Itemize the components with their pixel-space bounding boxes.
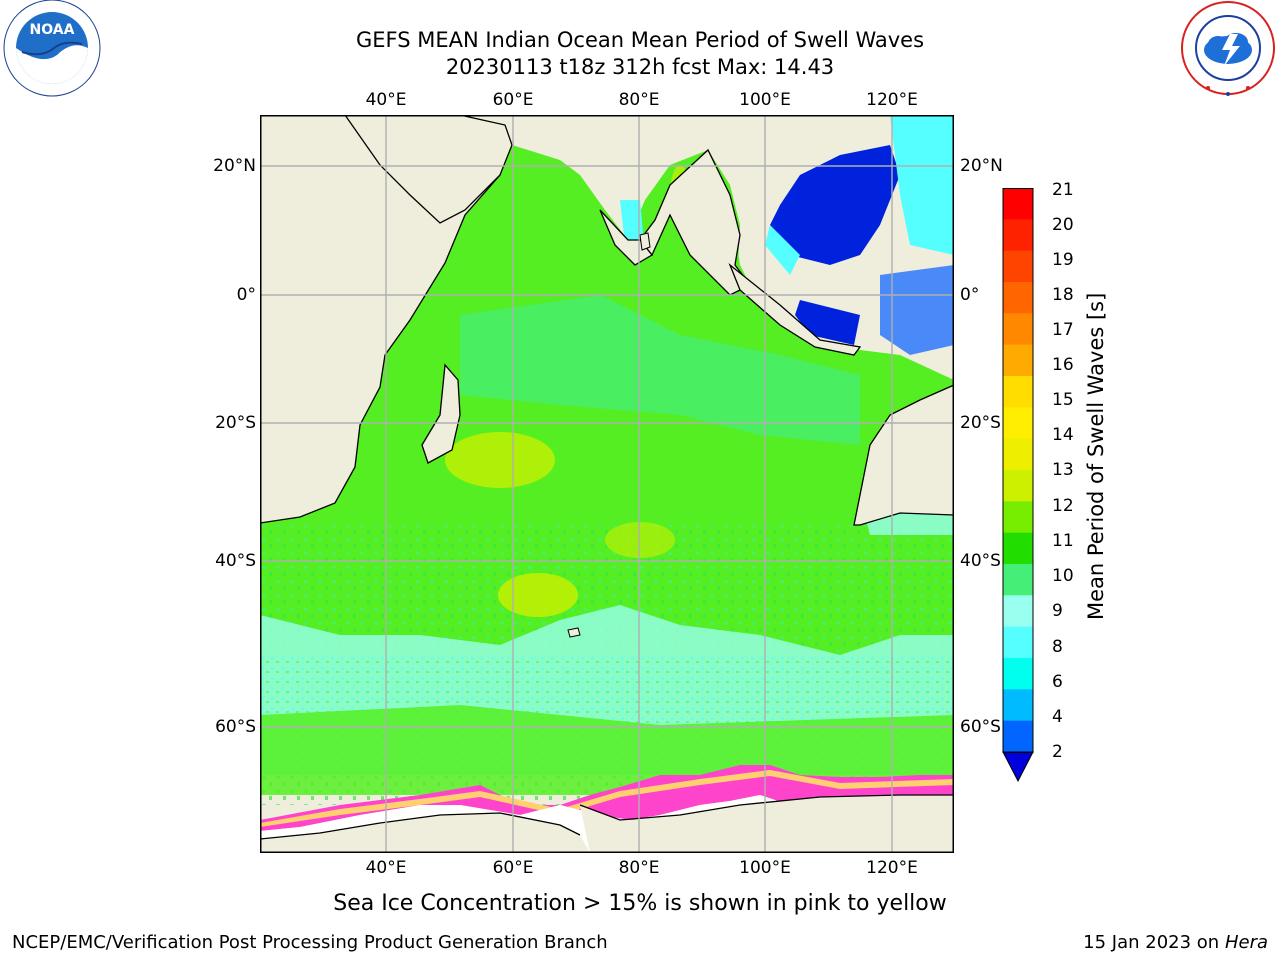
lat-tick-right-20s: 20°S	[960, 413, 1001, 433]
lat-tick-right-40s: 40°S	[960, 551, 1001, 571]
colorbar-segment	[1003, 595, 1033, 628]
map-frame	[260, 115, 954, 853]
lon-tick-bottom-100e: 100°E	[739, 858, 791, 878]
cbar-label-12: 12	[1052, 496, 1074, 516]
footer-date-text: 15 Jan 2023 on	[1083, 932, 1225, 953]
cbar-label-15: 15	[1052, 390, 1074, 410]
footer-machine: Hera	[1224, 932, 1268, 953]
cbar-label-2: 2	[1052, 742, 1063, 762]
cbar-label-9: 9	[1052, 601, 1063, 621]
lat-tick-right-20n: 20°N	[960, 156, 1003, 176]
swell-high-patch-1	[445, 432, 555, 488]
map-gridlines	[260, 115, 954, 853]
chart-subtitle: 20230113 t18z 312h fcst Max: 14.43	[445, 55, 835, 79]
lat-tick-left-20s: 20°S	[215, 413, 256, 433]
colorbar-segment	[1003, 376, 1033, 408]
cbar-label-11: 11	[1052, 531, 1074, 551]
cbar-label-10: 10	[1052, 566, 1074, 586]
lat-tick-right-60s: 60°S	[960, 717, 1001, 737]
colorbar	[1002, 188, 1034, 783]
nws-logo	[1178, 0, 1278, 100]
arabian-peninsula	[343, 114, 513, 224]
lon-tick-top-60e: 60°E	[492, 90, 534, 110]
colorbar-segment	[1003, 658, 1033, 690]
lat-tick-left-20n: 20°N	[213, 156, 256, 176]
madagascar	[421, 363, 461, 464]
lat-tick-left-0: 0°	[236, 285, 256, 305]
lon-tick-top-100e: 100°E	[739, 90, 791, 110]
colorbar-frame	[1002, 188, 1034, 753]
lon-tick-bottom-120e: 120°E	[866, 858, 918, 878]
colorbar-title-wrapper: Mean Period of Swell Waves [s]	[946, 293, 1246, 620]
sea-ice-caption: Sea Ice Concentration > 15% is shown in …	[333, 891, 947, 916]
colorbar-segment	[1003, 626, 1033, 659]
cbar-label-8: 8	[1052, 637, 1063, 657]
swell-high-patch-2	[498, 573, 578, 617]
cbar-label-17: 17	[1052, 320, 1074, 340]
colorbar-extend-arrow	[1002, 751, 1034, 783]
kerguelen-island	[567, 627, 581, 638]
equatorial-light-band	[460, 295, 860, 445]
cbar-label-6: 6	[1052, 672, 1063, 692]
noaa-logo: NOAA	[2, 0, 102, 100]
cbar-label-19: 19	[1052, 250, 1074, 270]
colorbar-segment	[1003, 564, 1033, 596]
swell-high-patch-3	[605, 522, 675, 558]
lon-tick-bottom-60e: 60°E	[492, 858, 534, 878]
chart-title: GEFS MEAN Indian Ocean Mean Period of Sw…	[355, 28, 925, 52]
colorbar-segment	[1003, 188, 1033, 220]
colorbar-segment	[1003, 407, 1033, 440]
australia	[853, 384, 955, 526]
colorbar-segment	[1003, 720, 1033, 753]
lon-tick-bottom-40e: 40°E	[365, 858, 407, 878]
colorbar-segment	[1003, 282, 1033, 314]
cbar-label-4: 4	[1052, 707, 1063, 727]
antarctica-land	[260, 813, 590, 853]
antarctica-land-east	[580, 795, 954, 853]
lon-tick-top-80e: 80°E	[618, 90, 660, 110]
banda-sea-blue	[880, 265, 954, 355]
cbar-label-13: 13	[1052, 460, 1074, 480]
lon-tick-bottom-80e: 80°E	[618, 858, 660, 878]
lon-tick-top-40e: 40°E	[365, 90, 407, 110]
colorbar-segment	[1003, 219, 1033, 252]
lat-tick-right-0: 0°	[960, 285, 980, 305]
colorbar-segment	[1003, 501, 1033, 534]
colorbar-title: Mean Period of Swell Waves [s]	[1084, 292, 1108, 620]
colorbar-segment	[1003, 470, 1033, 502]
sea-ice-yellow	[260, 770, 954, 827]
colorbar-svg	[1002, 188, 1034, 783]
map-panel	[259, 114, 955, 853]
pacific-cyan	[890, 115, 954, 255]
cbar-label-21: 21	[1052, 180, 1074, 200]
cbar-label-14: 14	[1052, 425, 1074, 445]
sumatra-java	[728, 262, 862, 356]
sri-lanka	[639, 232, 651, 251]
swell-period-map	[259, 114, 955, 853]
africa-coastline	[259, 174, 501, 524]
noaa-logo-text: NOAA	[30, 22, 75, 38]
gulf-thailand-cyan	[765, 225, 800, 275]
footer-branch: NCEP/EMC/Verification Post Processing Pr…	[12, 932, 608, 953]
colorbar-segment	[1003, 689, 1033, 722]
colorbar-segment	[1003, 344, 1033, 377]
colorbar-segment	[1003, 250, 1033, 283]
colorbar-segment	[1003, 313, 1033, 346]
south-china-sea-blue	[770, 145, 900, 265]
lat-tick-left-60s: 60°S	[215, 717, 256, 737]
colorbar-segment	[1003, 532, 1033, 565]
antarctica-coastline	[259, 794, 954, 840]
cbar-label-16: 16	[1052, 355, 1074, 375]
lon-tick-top-120e: 120°E	[866, 90, 918, 110]
colorbar-segment	[1003, 438, 1033, 471]
cbar-label-20: 20	[1052, 215, 1074, 235]
cbar-label-18: 18	[1052, 285, 1074, 305]
lat-tick-left-40s: 40°S	[215, 551, 256, 571]
indian-subcontinent	[639, 148, 751, 296]
footer-date: 15 Jan 2023 on Hera	[1083, 931, 1268, 955]
